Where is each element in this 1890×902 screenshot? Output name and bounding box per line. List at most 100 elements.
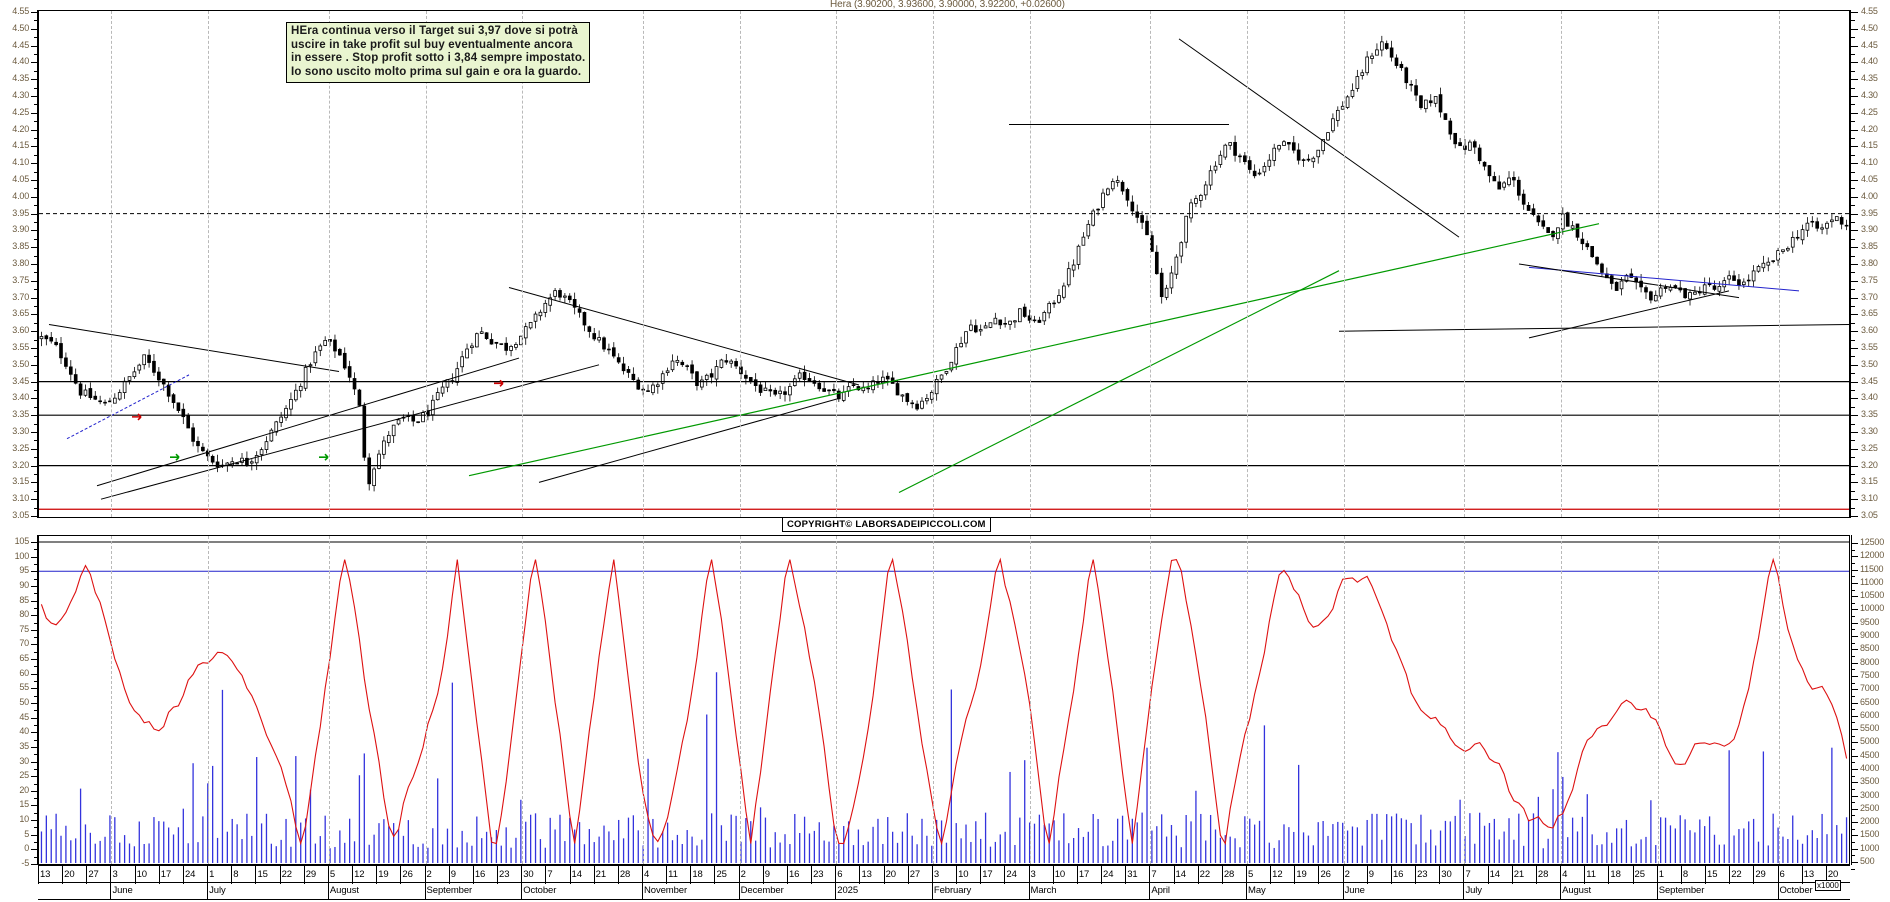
date-tick-label: 21 [1513, 869, 1525, 880]
month-gridline [1657, 536, 1659, 864]
trendline-early-blue-dashed [66, 374, 190, 440]
month-gridline [739, 536, 741, 864]
price-tick-mark [1851, 364, 1858, 366]
date-tick-divider [1705, 866, 1707, 884]
volume-tick-minor [1851, 669, 1855, 671]
month-label: September [426, 885, 473, 896]
volume-tick-mark [1851, 755, 1858, 757]
price-tick-label: 3.50 [1861, 358, 1878, 369]
price-tick-mark [31, 79, 38, 81]
oscillator-tick-minor [34, 578, 38, 580]
trendline-rising-support [96, 357, 520, 487]
stochastic-oscillator-line [40, 557, 1848, 846]
price-tick-label: 4.40 [1861, 56, 1878, 67]
date-tick-label: 4 [644, 869, 650, 880]
volume-tick-mark [1851, 795, 1858, 797]
date-tick-divider [883, 866, 885, 884]
month-divider [1656, 883, 1658, 900]
volume-tick-label: 11500 [1860, 563, 1884, 574]
date-tick-label: 26 [1320, 869, 1331, 880]
annotation-textbox[interactable]: HEra continua verso il Target sui 3,97 d… [286, 22, 591, 84]
oscillator-tick-mark [31, 864, 38, 865]
price-tick-minor [34, 138, 38, 139]
price-tick-label: 4.10 [12, 157, 29, 168]
price-tick-mark [31, 213, 38, 215]
oscillator-tick-minor [34, 827, 38, 829]
price-tick-label: 3.20 [12, 459, 29, 470]
date-tick-divider [1487, 866, 1489, 884]
date-tick-divider [1197, 866, 1199, 884]
price-tick-label: 4.35 [12, 73, 29, 84]
oscillator-axis-spine [37, 535, 38, 865]
date-tick-divider [1342, 866, 1344, 884]
date-tick-label: 3 [933, 869, 940, 880]
date-tick-label: 7 [1151, 869, 1157, 880]
price-tick-minor [34, 306, 38, 307]
price-tick-label: 3.70 [12, 291, 29, 302]
volume-tick-minor [1851, 709, 1855, 711]
copyright-watermark: COPYRIGHT© LABORSADEIPICCOLI.COM [782, 517, 991, 532]
trendline-wedge-lower [538, 397, 840, 483]
price-tick-minor [34, 222, 38, 223]
oscillator-tick-minor [34, 622, 38, 624]
date-tick-label: 31 [1127, 869, 1138, 880]
date-tick-label: 28 [1223, 869, 1235, 880]
date-tick-divider [1511, 866, 1513, 884]
oscillator-tick-minor [34, 607, 38, 609]
month-divider [738, 883, 740, 900]
month-label: August [1562, 885, 1592, 896]
oscillator-tick-label: 30 [19, 755, 29, 766]
trendline-descending-upper [48, 323, 340, 373]
oscillator-tick-minor [34, 739, 38, 741]
month-divider [207, 883, 209, 900]
price-tick-minor [1851, 390, 1855, 391]
date-tick-divider [642, 866, 643, 884]
volume-tick-label: 12000 [1860, 550, 1885, 561]
price-tick-label: 4.15 [1861, 140, 1878, 151]
price-chart-panel[interactable] [38, 10, 1850, 518]
price-tick-label: 3.35 [1861, 409, 1878, 420]
price-axis-right: 4.55 4.50 4.45 4.40 4.35 4.30 4.25 4.20 4.15 4.10… [1850, 0, 1890, 902]
oscillator-tick-mark [31, 644, 38, 646]
date-tick-label: 14 [571, 869, 582, 880]
volume-tick-minor [1851, 629, 1855, 631]
trendline-top-descending [1178, 38, 1460, 238]
volume-tick-mark [1851, 636, 1858, 638]
month-divider [1246, 883, 1247, 900]
date-tick-label: 16 [788, 869, 800, 880]
date-tick-label: 12 [1272, 869, 1283, 880]
volume-tick-mark [1851, 742, 1858, 744]
price-tick-minor [34, 457, 38, 459]
date-tick-divider [255, 866, 257, 884]
oscillator-tick-label: 60 [19, 667, 29, 678]
volume-tick-minor [1851, 655, 1855, 657]
date-tick-divider [1439, 866, 1441, 884]
date-tick-label: 28 [619, 869, 631, 880]
volume-tick-label: 1500 [1860, 829, 1880, 840]
price-tick-minor [1851, 188, 1855, 190]
indicator-volume-panel[interactable] [38, 535, 1850, 865]
price-tick-minor [34, 87, 38, 89]
date-tick-divider [182, 866, 184, 884]
date-tick-label: 23 [499, 869, 510, 880]
price-tick-label: 3.30 [1861, 426, 1878, 436]
price-tick-mark [31, 230, 38, 232]
month-gridline [643, 536, 644, 864]
month-divider [642, 883, 643, 900]
price-tick-mark [1851, 465, 1858, 467]
price-tick-label: 4.25 [12, 106, 29, 117]
price-tick-minor [34, 171, 38, 173]
volume-tick-mark [1851, 556, 1858, 558]
volume-tick-label: 7500 [1860, 669, 1880, 680]
date-tick-divider [569, 866, 571, 884]
month-label: February [933, 885, 972, 896]
month-label: October [523, 885, 557, 896]
triangle-upper-sep25 [1518, 263, 1740, 299]
price-tick-minor [1851, 423, 1855, 425]
oscillator-tick-mark [31, 761, 38, 763]
volume-tick-mark [1851, 675, 1858, 677]
price-tick-label: 4.15 [12, 140, 29, 151]
month-divider [835, 883, 837, 900]
long-flat-support [1338, 323, 1849, 332]
price-tick-label: 3.25 [1861, 442, 1878, 453]
